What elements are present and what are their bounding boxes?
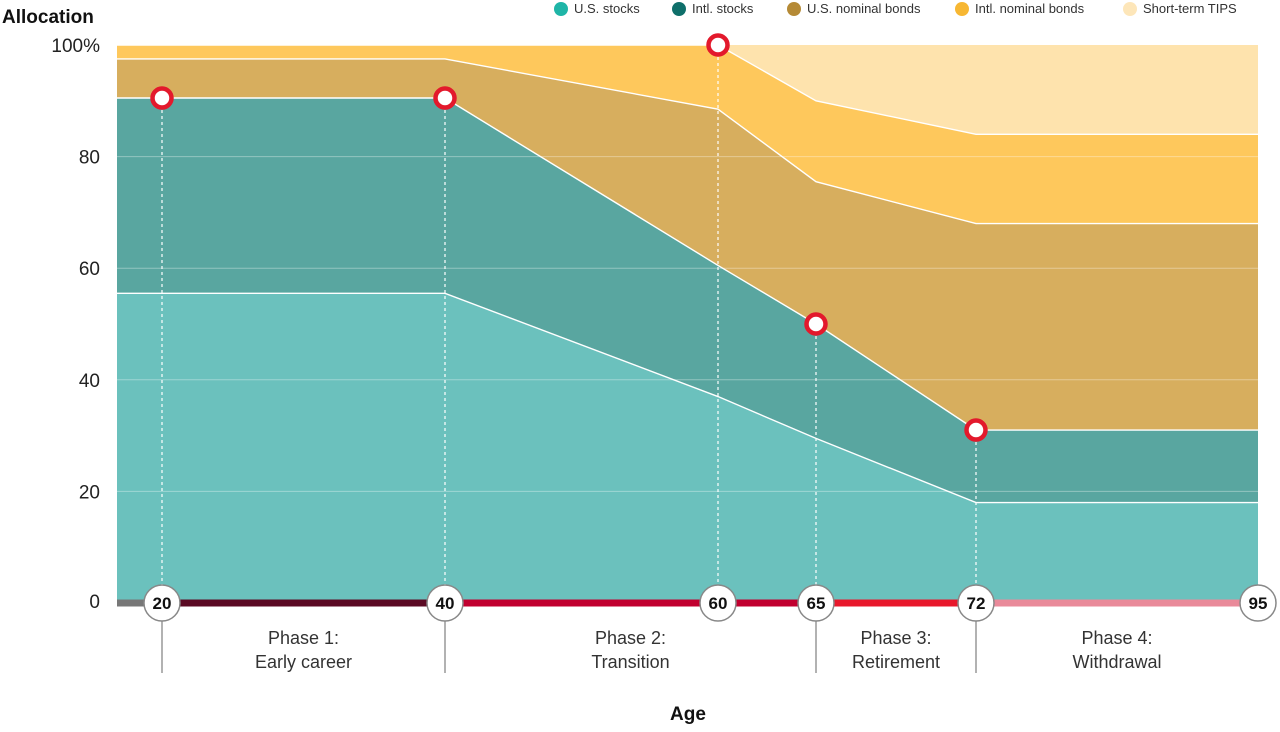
- age-label: 65: [807, 594, 826, 613]
- phase-title: Phase 1:: [268, 628, 339, 648]
- legend-swatch: [787, 2, 801, 16]
- boundary-line: [117, 58, 1258, 225]
- y-axis-title: Allocation: [2, 7, 94, 28]
- legend-swatch: [1123, 2, 1137, 16]
- legend-swatch: [955, 2, 969, 16]
- age-timeline: 20 40 60 65 72 95: [117, 584, 1277, 673]
- legend-entry: Intl. nominal bonds: [975, 1, 1085, 16]
- legend: U.S. stocks Intl. stocks U.S. nominal bond…: [554, 1, 1237, 16]
- drop-line-layer: [161, 45, 977, 588]
- age-badge-72: [957, 584, 995, 622]
- y-tick-label: 40: [79, 371, 100, 392]
- area-u-s-nominal-bonds: [117, 58, 1258, 431]
- phase-name: Early career: [255, 652, 352, 672]
- glide-marker-72: [964, 418, 988, 442]
- glide-marker-65: [804, 312, 828, 336]
- phase-title: Phase 2:: [595, 628, 666, 648]
- area-intl-stocks: [117, 98, 1258, 503]
- y-axis: 100% 80 60 40 20 0: [51, 36, 100, 613]
- age-label: 72: [967, 594, 986, 613]
- phase-name: Withdrawal: [1072, 652, 1161, 672]
- age-badge-65: [797, 584, 835, 622]
- phase-title: Phase 3:: [860, 628, 931, 648]
- phase-name: Retirement: [852, 652, 940, 672]
- legend-entry: U.S. stocks: [574, 1, 640, 16]
- glide-marker-20: [150, 86, 174, 110]
- age-label: 60: [709, 594, 728, 613]
- age-badge-20: [143, 584, 181, 622]
- age-badge-60: [699, 584, 737, 622]
- legend-swatch: [554, 2, 568, 16]
- phase-labels: Phase 1: Early career Phase 2: Transition Ph…: [255, 628, 1162, 672]
- legend-entry: Intl. stocks: [692, 1, 754, 16]
- area-short-term-tips: [117, 45, 1258, 135]
- legend-entry: U.S. nominal bonds: [807, 1, 921, 16]
- glide-marker-60: [706, 33, 730, 57]
- y-tick-label: 20: [79, 482, 100, 503]
- y-tick-label: 60: [79, 259, 100, 280]
- area-layer: [117, 45, 1258, 603]
- marker-layer: [150, 33, 988, 442]
- y-tick-label: 0: [89, 592, 100, 613]
- area-intl-nominal-bonds: [117, 45, 1258, 224]
- y-tick-label: 80: [79, 148, 100, 169]
- glide-marker-40: [433, 86, 457, 110]
- age-label: 95: [1249, 594, 1268, 613]
- legend-entry: Short-term TIPS: [1143, 1, 1237, 16]
- age-badge-40: [426, 584, 464, 622]
- phase-name: Transition: [591, 652, 669, 672]
- area-u-s-stocks: [117, 293, 1258, 603]
- age-badge-95: [1239, 584, 1277, 622]
- x-axis-title: Age: [670, 704, 706, 725]
- y-tick-label: 100%: [51, 36, 100, 57]
- phase-title: Phase 4:: [1081, 628, 1152, 648]
- legend-swatch: [672, 2, 686, 16]
- grid-layer: [117, 156, 1258, 492]
- age-label: 40: [436, 594, 455, 613]
- age-label: 20: [153, 594, 172, 613]
